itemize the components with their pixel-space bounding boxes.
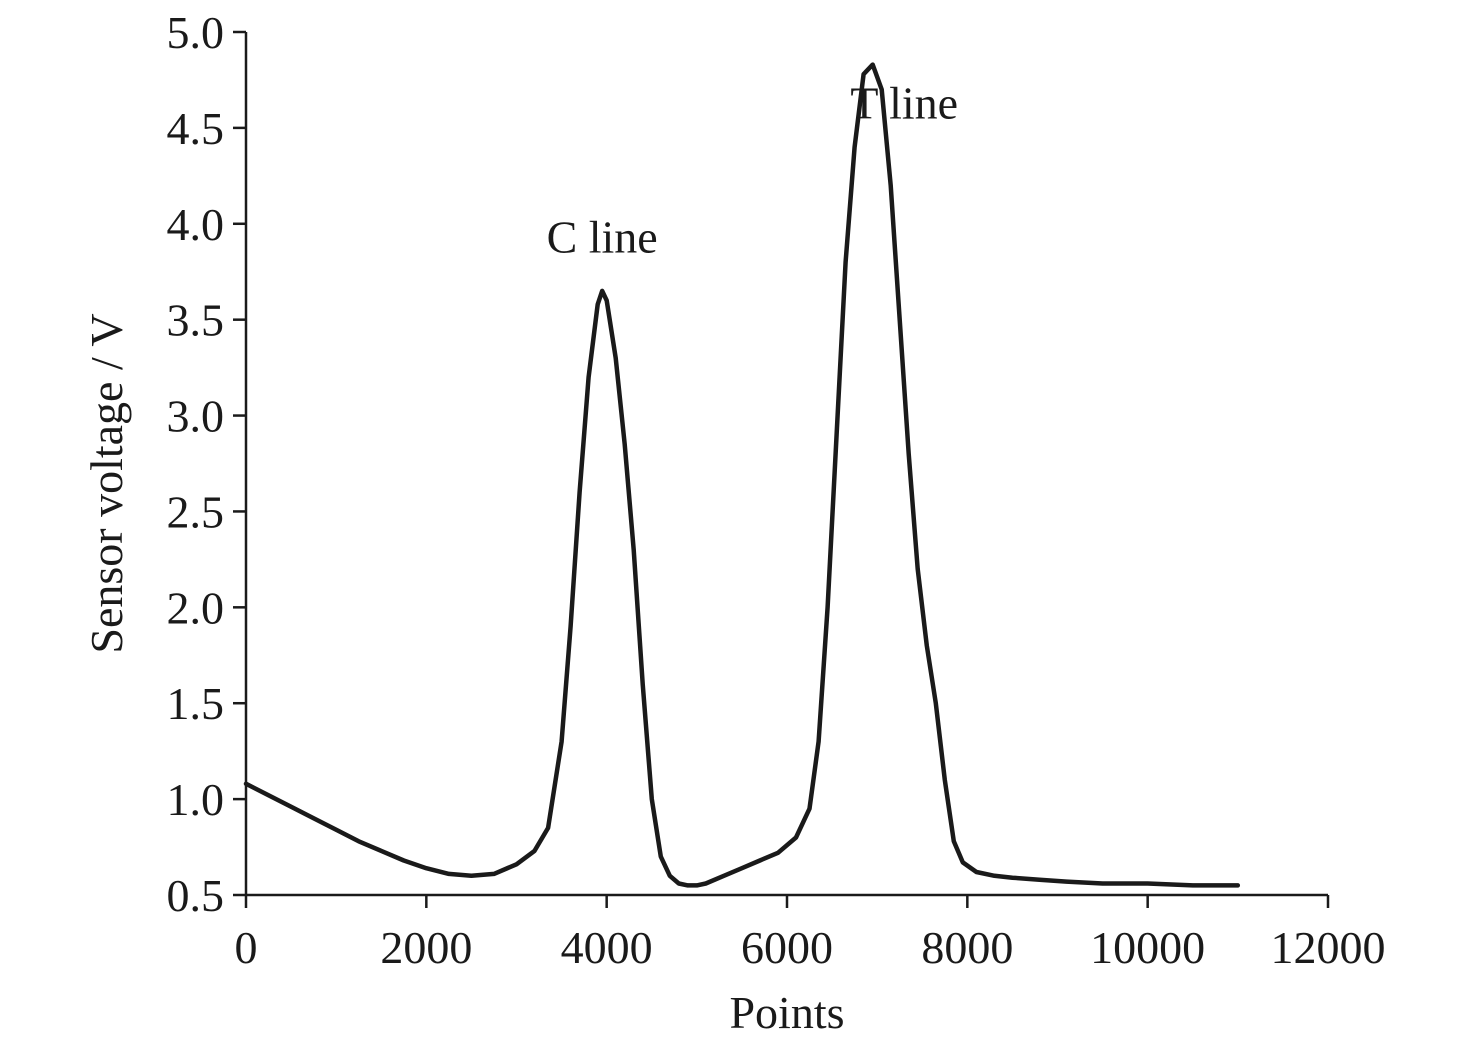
x-ticks: 0 2000 4000 6000 8000 10000 12000 (235, 895, 1386, 973)
annotations: C line T line (547, 77, 959, 262)
x-tick-label: 4000 (561, 922, 653, 973)
series-line (243, 62, 1241, 888)
y-tick-label: 2.5 (167, 486, 225, 537)
peak-annotation: C line (547, 212, 658, 263)
y-tick-label: 4.5 (167, 103, 225, 154)
x-tick-label: 2000 (380, 922, 472, 973)
y-tick-label: 5.0 (167, 7, 225, 58)
y-ticks: 0.5 1.0 1.5 2.0 2.5 3.0 3.5 4.0 4.5 5.0 (167, 7, 246, 921)
y-tick-label: 3.0 (167, 391, 225, 442)
x-tick-label: 12000 (1271, 922, 1386, 973)
y-tick-label: 4.0 (167, 199, 225, 250)
x-tick-label: 0 (235, 922, 258, 973)
x-axis-title: Points (729, 987, 844, 1038)
y-axis-title: Sensor voltage / V (81, 313, 132, 653)
x-tick-label: 6000 (741, 922, 833, 973)
y-tick-label: 2.0 (167, 582, 225, 633)
peak-annotation: T line (850, 77, 958, 128)
y-tick-label: 3.5 (167, 295, 225, 346)
y-tick-label: 1.0 (167, 774, 225, 825)
x-tick-label: 8000 (921, 922, 1013, 973)
y-tick-label: 0.5 (167, 870, 225, 921)
y-tick-label: 1.5 (167, 678, 225, 729)
x-tick-label: 10000 (1090, 922, 1205, 973)
